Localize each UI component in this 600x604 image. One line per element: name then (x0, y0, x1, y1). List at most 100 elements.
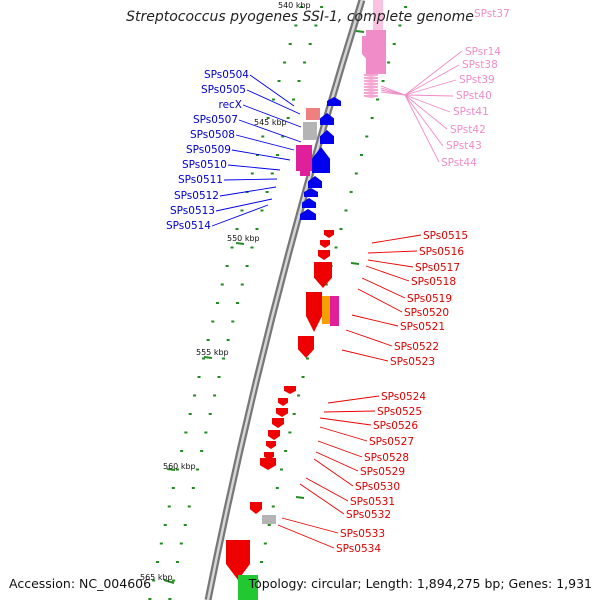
scale-tick-mark (303, 61, 307, 64)
blue-gene-arrow (300, 209, 316, 220)
gene-label: recX (218, 99, 242, 111)
leader-line (299, 483, 345, 515)
gene-label: SPs0511 (178, 174, 223, 186)
gene-label: SPs0512 (174, 190, 219, 202)
leader-line (327, 395, 380, 404)
scale-label-540kbp: 540 kbp (278, 1, 311, 10)
red-gene-arrow (298, 336, 314, 358)
scale-tick-mark (240, 209, 244, 212)
scale-tick-mark (159, 542, 163, 545)
leader-line (281, 517, 339, 534)
blue-gene-labels: SPs0504 SPs0505 recX SPs0507 SPs0508 SPs… (166, 69, 249, 232)
scale-tick-mark (272, 98, 276, 101)
red-gene-labels: SPs0515 SPs0516 SPs0517 SPs0518 SPs0519 … (336, 230, 468, 555)
scale-tick-mark (381, 80, 385, 82)
rna-label: SPst39 (459, 74, 495, 86)
major-tick-mark (235, 242, 245, 245)
red-gene-arrow (250, 502, 262, 514)
gene-label: SPs0519 (407, 293, 452, 305)
scale-tick-mark (271, 505, 275, 508)
leader-line (371, 234, 422, 244)
scale-tick-mark (175, 561, 179, 563)
rna-label: SPst38 (462, 59, 498, 71)
scale-tick-mark (297, 394, 301, 397)
rna-label: SPsr14 (465, 46, 501, 58)
red-gene-arrow (320, 240, 330, 248)
blue-gene-arrow (320, 130, 334, 144)
leader-line (404, 94, 448, 130)
gene-label: SPs0520 (404, 307, 449, 319)
rna-label: SPst37 (474, 8, 510, 20)
rna-label: SPst41 (453, 106, 489, 118)
grey-gene (262, 515, 276, 524)
scale-tick-mark (260, 209, 264, 212)
trna-arrow (364, 95, 378, 98)
magenta-gene (300, 170, 310, 176)
blue-gene-arrow (302, 198, 316, 208)
gene-label: SPs0522 (394, 341, 439, 353)
scale-tick-mark (204, 431, 208, 434)
scale-tick-mark (359, 154, 363, 156)
scale-tick-mark (267, 524, 271, 526)
trna-arrow (364, 77, 378, 80)
scale-tick-mark (235, 302, 239, 304)
leader-line (404, 94, 451, 113)
scale-tick-mark (231, 320, 235, 323)
gene-label: SPs0505 (201, 84, 246, 96)
scale-tick-mark (175, 468, 179, 471)
trna-arrow (364, 74, 378, 77)
red-gene-arrow (276, 408, 288, 417)
red-gene-arrow (278, 398, 288, 406)
scale-tick-mark (297, 80, 301, 82)
accession-text: Accession: NC_004606 (9, 576, 152, 591)
scale-ticks (148, 6, 408, 600)
leader-line (235, 134, 295, 151)
red-gene-arrow (226, 540, 250, 580)
trna-arrow (364, 89, 378, 92)
scale-tick-mark (288, 431, 292, 434)
scale-tick-mark (265, 191, 269, 193)
scale-tick-mark (283, 61, 287, 64)
red-gene-arrow (314, 262, 332, 288)
leader-line (249, 74, 295, 107)
leader-line (404, 94, 444, 147)
blue-gene-arrow (308, 176, 322, 188)
leader-line (319, 417, 372, 426)
scale-tick-mark (217, 376, 221, 378)
scale-tick-mark (314, 24, 318, 27)
leader-line (238, 119, 302, 143)
leader-line (215, 198, 273, 212)
major-tick-mark (355, 30, 365, 33)
scale-tick-mark (168, 598, 172, 600)
red-gene-arrow (268, 430, 280, 440)
major-tick-mark (295, 496, 305, 499)
scale-tick-mark (211, 320, 215, 323)
scale-tick-mark (266, 117, 270, 119)
scale-tick-mark (354, 172, 358, 175)
scale-labels: 540 kbp 545 kbp 550 kbp 555 kbp 560 kbp … (140, 1, 311, 582)
gene-label: SPs0517 (415, 262, 460, 274)
scale-tick-mark (197, 376, 201, 378)
leader-line (211, 204, 269, 227)
scale-tick-mark (392, 43, 396, 45)
leader-line (246, 89, 301, 115)
leader-line (404, 94, 454, 97)
scale-label-565kbp: 565 kbp (140, 573, 173, 582)
label-leader-lines (211, 50, 463, 549)
leader-line (319, 426, 368, 442)
red-gene-arrow (324, 230, 334, 238)
scale-tick-mark (301, 376, 305, 378)
scale-tick-mark (230, 246, 234, 249)
scale-tick-mark (180, 450, 184, 452)
gene-label: SPs0513 (170, 205, 215, 217)
scale-tick-mark (334, 246, 338, 249)
scale-tick-mark (286, 117, 290, 119)
scale-tick-mark (235, 228, 239, 230)
page-title: Streptococcus pyogenes SSI-1, complete g… (126, 9, 474, 25)
scale-tick-mark (208, 413, 212, 415)
major-tick-mark (350, 262, 360, 265)
orange-gene (322, 296, 330, 324)
leader-line (323, 410, 376, 413)
gene-label: SPs0518 (411, 276, 456, 288)
